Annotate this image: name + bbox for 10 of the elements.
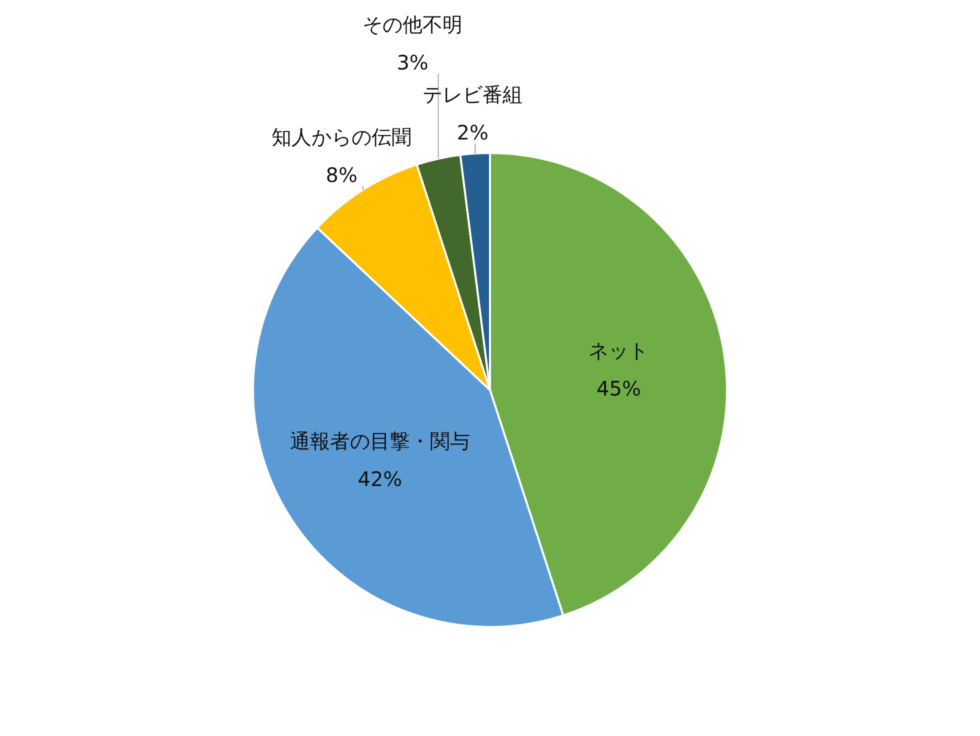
slice-label: その他不明 xyxy=(362,12,463,37)
slice-label: 知人からの伝聞 xyxy=(272,125,412,150)
data-label: 3% xyxy=(396,50,428,75)
data-label: 45% xyxy=(596,376,641,401)
data-label: 8% xyxy=(326,163,358,188)
slice-label: 通報者の目撃・関与 xyxy=(290,428,470,453)
data-label: 42% xyxy=(358,466,402,491)
data-label: 2% xyxy=(456,120,488,145)
slice-label: ネット xyxy=(588,338,649,363)
slice-label: テレビ番組 xyxy=(422,82,523,107)
